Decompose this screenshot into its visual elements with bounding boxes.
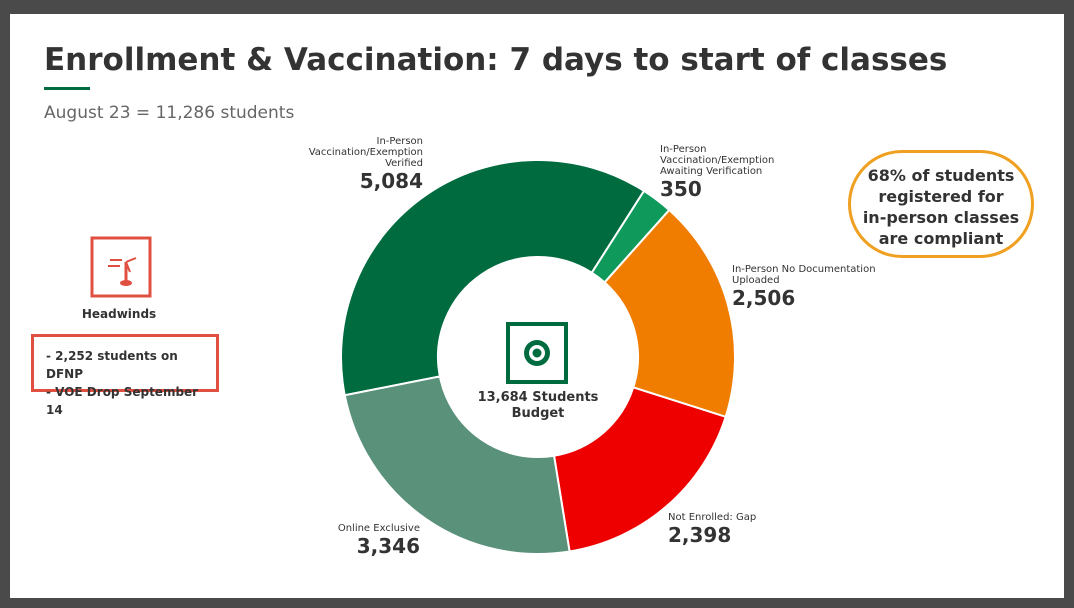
headwinds-icon <box>90 236 152 298</box>
headwinds-item: - 2,252 students on DFNP <box>46 349 178 381</box>
center-icon <box>506 322 568 384</box>
headwinds-box: - 2,252 students on DFNP - VOE Drop Sept… <box>31 334 219 417</box>
callout-line: are compliant <box>878 229 1004 248</box>
segment-value: 2,398 <box>668 523 732 547</box>
segment-label: In-Person Vaccination/Exemption Awaiting… <box>660 144 800 201</box>
callout-line: 68% of students <box>867 166 1015 185</box>
segment-name: In-Person Vaccination/Exemption Verified <box>308 136 423 169</box>
segment-label: In-Person No Documentation Uploaded 2,506 <box>732 264 882 310</box>
segment-label: In-Person Vaccination/Exemption Verified… <box>273 136 423 193</box>
title-underline <box>44 87 90 90</box>
segment-value: 350 <box>660 177 702 201</box>
callout-line: registered for <box>878 187 1004 206</box>
headwinds-title: Headwinds <box>81 307 157 321</box>
segment-name: Online Exclusive <box>337 523 420 534</box>
subtitle: August 23 = 11,286 students <box>44 103 295 123</box>
callout: 68% of students registered for in-person… <box>848 150 1034 258</box>
chart <box>90 159 736 555</box>
segment-value: 2,506 <box>732 286 796 310</box>
center-line: 13,684 Students <box>477 390 599 405</box>
donut-segment <box>603 208 736 419</box>
slide: Enrollment & Vaccination: 7 days to star… <box>10 14 1064 598</box>
center-line: Budget <box>511 406 565 421</box>
chart-title: Enrollment & Vaccination: 7 days to star… <box>44 42 948 78</box>
donut-segment <box>343 375 571 555</box>
headwinds-item: - VOE Drop September 14 <box>46 385 199 417</box>
segment-name: In-Person Vaccination/Exemption Awaiting… <box>660 144 775 177</box>
segment-value: 5,084 <box>359 169 423 193</box>
callout-line: in-person classes <box>862 208 1020 227</box>
donut-segment <box>340 159 646 397</box>
segment-label: Not Enrolled: Gap 2,398 <box>668 512 808 547</box>
center-label: 13,684 Students Budget <box>458 390 618 422</box>
segment-name: Not Enrolled: Gap <box>668 512 757 523</box>
segment-value: 3,346 <box>356 534 420 558</box>
segment-label: Online Exclusive 3,346 <box>280 523 420 558</box>
donut-segment <box>552 386 727 553</box>
segment-name: In-Person No Documentation Uploaded <box>732 264 876 286</box>
